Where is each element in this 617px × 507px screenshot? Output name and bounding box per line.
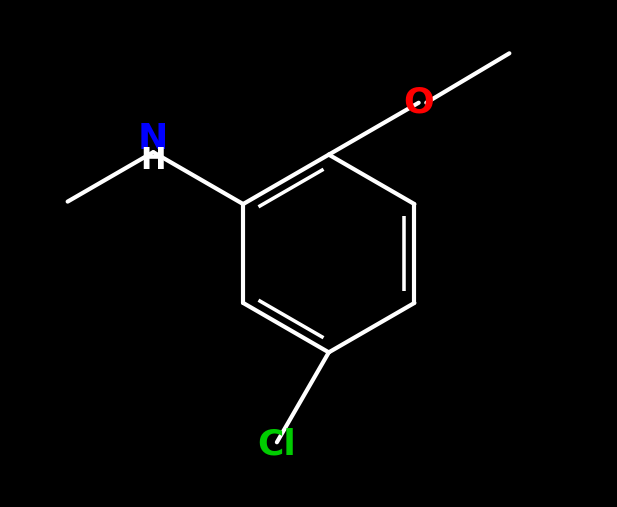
Text: O: O	[404, 86, 434, 120]
Text: H: H	[141, 147, 166, 175]
Text: N: N	[138, 123, 168, 157]
Text: Cl: Cl	[257, 428, 296, 462]
